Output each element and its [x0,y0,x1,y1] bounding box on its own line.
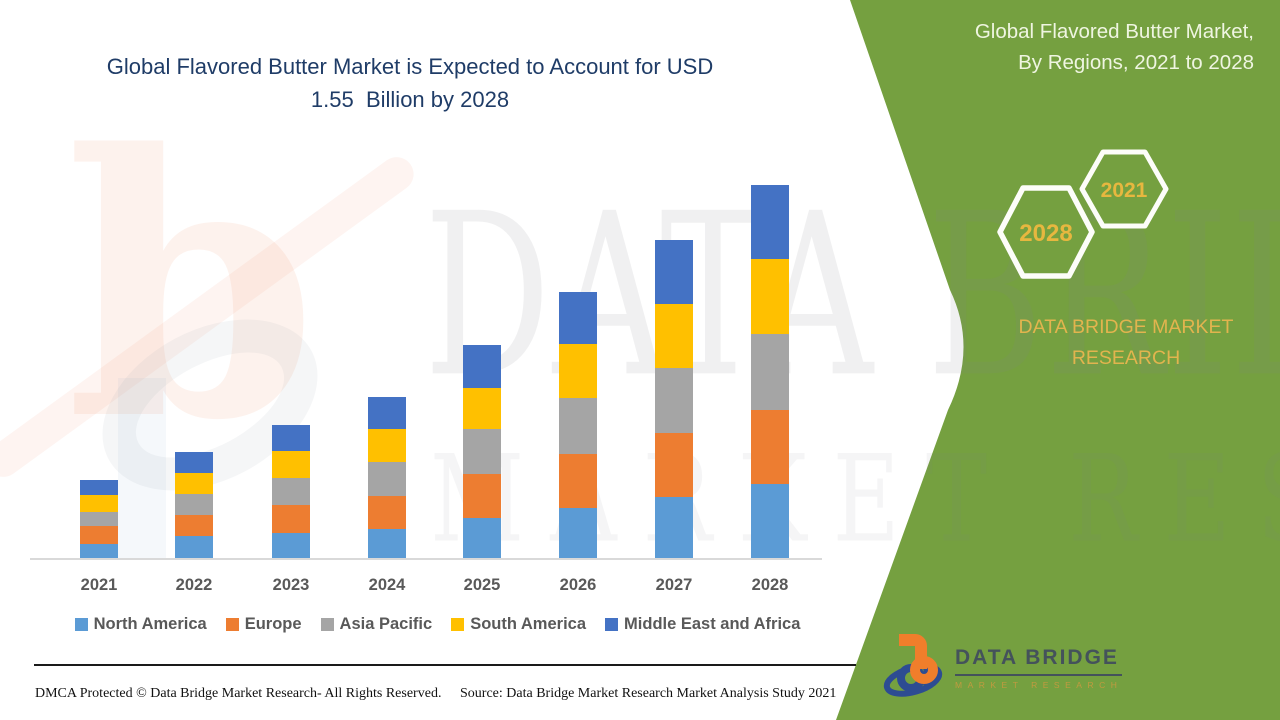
bar-segment [368,396,406,430]
databridge-logo-icon [883,634,943,697]
bar-segment [80,512,118,527]
bar-segment [80,480,118,496]
bar-segment [272,477,310,505]
bar-segment [655,367,693,433]
bar-segment [559,397,597,454]
bar-column-2024 [368,396,406,559]
bar-column-2023 [272,424,310,559]
bar-segment [559,507,597,559]
x-axis-label: 2028 [751,576,789,594]
footer-dmca: DMCA Protected © Data Bridge Market Rese… [35,686,442,701]
footer-divider [34,664,856,666]
legend: North America Europe Asia Pacific South Ame… [0,615,875,634]
legend-swatch [225,618,239,631]
bar-segment [80,543,118,559]
legend-swatch [605,618,619,631]
bar-segment [272,424,310,452]
databridge-logo: DATA BRIDGE MARKET RESEARCH [883,634,1123,698]
legend-label: Asia Pacific [339,615,433,633]
bar-segment [463,388,501,430]
legend-label: North America [93,615,207,633]
page-title: Global Flavored Butter Market is Expecte… [40,50,780,116]
panel-title: Global Flavored Butter Market, By Region… [918,16,1254,78]
bar-segment [463,473,501,518]
x-axis-line [30,558,822,560]
bar-segment [655,303,693,368]
x-axis-label: 2021 [80,576,118,594]
legend-item: North America [74,615,207,634]
bar-segment [175,536,213,559]
legend-label: Middle East and Africa [624,615,801,633]
x-axis-label: 2027 [655,576,693,594]
bar-segment [368,495,406,529]
bar-segment [751,484,789,559]
bar-segment [655,432,693,497]
green-panel-shape [836,0,1280,720]
legend-swatch [74,618,88,631]
bar-segment [655,239,693,304]
legend-item: Middle East and Africa [605,615,800,634]
bar-segment [559,291,597,345]
footer-source: Source: Data Bridge Market Research Mark… [460,686,837,701]
bar-column-2027 [655,239,693,559]
legend-label: South America [470,615,587,633]
watermark-band [118,378,166,560]
legend-item: Asia Pacific [320,615,433,634]
bar-segment [175,493,213,515]
bar-segment [175,472,213,494]
bar-column-2021 [80,480,118,559]
page-title-line2: 1.55 Billion by 2028 [310,87,510,112]
bar-column-2022 [175,451,213,559]
bar-segment [272,451,310,478]
databridge-logo-name: DATA BRIDGE [955,646,1123,676]
bar-segment [272,532,310,559]
panel-title-line1: Global Flavored Butter Market, [974,20,1254,43]
bar-segment [175,451,213,473]
bar-segment [463,345,501,389]
x-axis-label: 2025 [463,576,501,594]
bar-segment [368,528,406,559]
bar-segment [751,334,789,411]
legend-label: Europe [244,615,302,633]
bar-segment [80,495,118,513]
databridge-logo-text: DATA BRIDGE MARKET RESEARCH [955,646,1123,690]
bar-segment [751,184,789,260]
brand-caption: DATA BRIDGE MARKET RESEARCH [1000,312,1252,374]
bar-segment [751,259,789,335]
legend-swatch [451,618,465,631]
bar-segment [655,497,693,559]
bar-segment [463,429,501,474]
brand-caption-line2: RESEARCH [1071,347,1181,369]
bar-segment [368,462,406,496]
bar-column-2025 [463,345,501,559]
bar-segment [559,453,597,508]
brand-caption-line1: DATA BRIDGE MARKET [1018,316,1234,338]
x-axis-label: 2022 [175,576,213,594]
bar-column-2026 [559,291,597,559]
bar-segment [751,410,789,485]
bar-segment [272,504,310,533]
bar-segment [559,344,597,398]
legend-item: Europe [225,615,302,634]
x-axis-label: 2023 [272,576,310,594]
bar-segment [175,514,213,537]
panel-title-line2: By Regions, 2021 to 2028 [1018,51,1254,74]
bar-segment [368,429,406,463]
x-axis-label: 2026 [559,576,597,594]
legend-swatch [320,618,334,631]
bar-segment [80,526,118,544]
page-title-line1: Global Flavored Butter Market is Expecte… [106,54,714,79]
bar-segment [463,517,501,559]
x-axis-label: 2024 [368,576,406,594]
databridge-logo-tagline: MARKET RESEARCH [955,680,1123,690]
watermark-logo-b: b [66,76,318,499]
bar-column-2028 [751,184,789,559]
legend-item: South America [451,615,586,634]
